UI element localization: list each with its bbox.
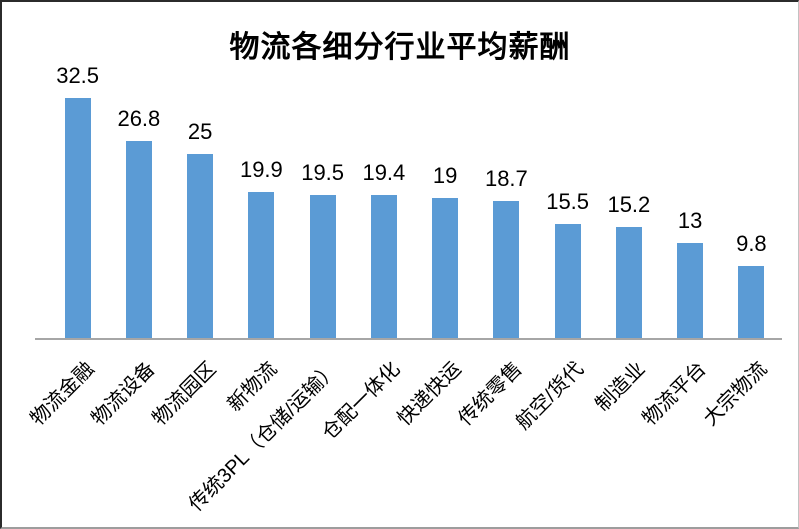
bar-value-label: 15.5 xyxy=(546,189,590,214)
x-axis-category-label: 物流金融 xyxy=(26,358,99,431)
bar-value-label: 19.5 xyxy=(301,160,345,185)
chart-title: 物流各细分行业平均薪酬 xyxy=(229,31,571,64)
x-axis-line xyxy=(35,338,782,340)
bar xyxy=(187,154,214,339)
x-axis-category-label: 快递快运 xyxy=(393,358,466,431)
bar-value-label: 9.8 xyxy=(736,231,767,256)
x-axis-category-label: 物流平台 xyxy=(638,358,711,431)
bar xyxy=(677,243,704,339)
bar xyxy=(493,201,520,339)
bar xyxy=(615,227,642,339)
bar-value-label: 19.4 xyxy=(362,160,406,185)
bar-value-label: 19 xyxy=(432,163,458,188)
bar xyxy=(554,224,581,339)
bar-value-label: 32.5 xyxy=(56,63,100,88)
x-axis-category-label: 大宗物流 xyxy=(699,358,772,431)
x-axis-category-label: 制造业 xyxy=(591,358,650,416)
bar xyxy=(64,98,91,339)
bar xyxy=(125,141,152,339)
bar xyxy=(309,195,336,339)
x-axis-category-label: 物流设备 xyxy=(87,358,160,431)
bar-value-label: 18.7 xyxy=(484,166,528,191)
bar xyxy=(432,198,459,339)
x-axis-category-label: 物流园区 xyxy=(148,358,221,431)
x-axis-category-label: 新物流 xyxy=(223,358,282,416)
bar-value-label: 19.9 xyxy=(239,157,283,182)
x-axis-category-label: 航空/货代 xyxy=(512,358,589,435)
bar-value-label: 26.8 xyxy=(117,106,161,131)
bar xyxy=(248,192,275,339)
bar xyxy=(370,195,397,339)
bar-value-label: 15.2 xyxy=(607,192,651,217)
bar-value-label: 13 xyxy=(677,208,703,233)
bar-value-label: 25 xyxy=(187,119,213,144)
bar xyxy=(738,266,765,339)
